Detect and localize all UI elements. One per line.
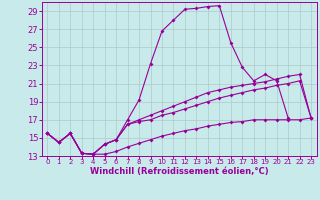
X-axis label: Windchill (Refroidissement éolien,°C): Windchill (Refroidissement éolien,°C) [90, 167, 268, 176]
